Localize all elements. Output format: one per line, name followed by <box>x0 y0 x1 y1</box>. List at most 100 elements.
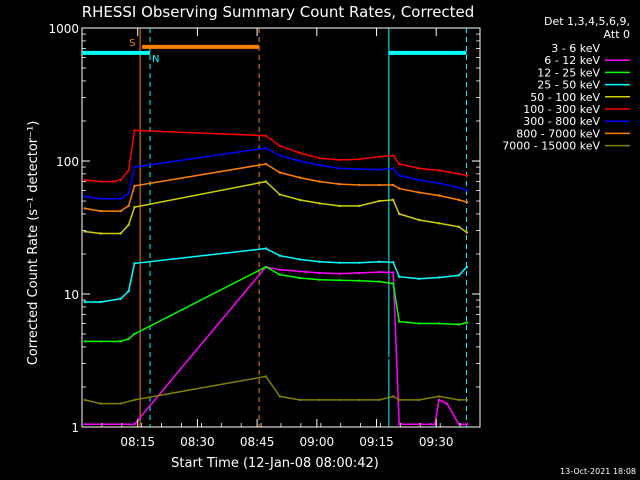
data-point-12-25-kev-6 <box>278 273 281 276</box>
data-point-12-25-kev-11 <box>378 280 381 283</box>
data-point-50-100-kev-14 <box>417 218 421 222</box>
y-axis-label: Corrected Count Rate (s⁻¹ detector⁻¹) <box>26 121 41 366</box>
data-point-6-12-kev-6 <box>338 272 341 275</box>
data-point-25-50-kev-14 <box>417 277 421 280</box>
data-point-7000-15000-kev-7 <box>318 398 321 402</box>
data-point-50-100-kev-7 <box>298 198 301 202</box>
data-point-50-100-kev-4 <box>133 205 136 209</box>
data-point-800-7000-kev-11 <box>378 183 381 187</box>
data-point-800-7000-kev-7 <box>298 176 301 179</box>
series-line-6-12-kev <box>84 266 467 425</box>
data-point-50-100-kev-10 <box>358 204 361 208</box>
data-point-100-300-kev-11 <box>358 158 361 161</box>
data-point-300-800-kev-5 <box>264 146 268 150</box>
series-line-100-300-kev <box>84 129 468 183</box>
series-line-300-800-kev <box>84 147 468 200</box>
x-tick-label-09-15: 09:15 <box>359 435 394 449</box>
data-point-7000-15000-kev-11 <box>392 395 395 398</box>
data-point-12-25-kev-0 <box>83 340 87 343</box>
data-point-25-50-kev-11 <box>378 260 381 263</box>
data-point-7000-15000-kev-9 <box>358 398 361 402</box>
data-point-7000-15000-kev-3 <box>133 398 136 402</box>
y-tick-label-10: 10 <box>64 288 79 302</box>
data-point-12-25-kev-10 <box>358 279 361 282</box>
data-point-25-50-kev-15 <box>437 276 441 279</box>
data-point-50-100-kev-6 <box>278 193 281 196</box>
data-point-100-300-kev-16 <box>437 169 441 172</box>
data-point-100-300-kev-5 <box>133 129 136 132</box>
data-point-6-12-kev-14 <box>437 398 441 402</box>
plot-frame <box>81 27 481 428</box>
data-point-800-7000-kev-2 <box>119 209 122 213</box>
chart-title: RHESSI Observing Summary Count Rates, Co… <box>82 3 475 21</box>
data-point-300-800-kev-15 <box>437 182 441 185</box>
y-axis-ticks: 1000 100 10 1 <box>48 22 480 435</box>
data-point-300-800-kev-1 <box>99 197 102 200</box>
data-point-12-25-kev-14 <box>417 322 421 325</box>
legend-label-50-100-kev: 50 - 100 keV <box>530 91 600 104</box>
legend-label-25-50-kev: 25 - 50 keV <box>537 79 600 92</box>
series-group <box>83 129 469 426</box>
data-point-7000-15000-kev-5 <box>278 395 281 398</box>
legend-label-7000-15000-kev: 7000 - 15000 keV <box>502 140 600 153</box>
data-point-6-12-kev-13 <box>433 423 437 426</box>
data-point-800-7000-kev-16 <box>457 198 461 202</box>
data-point-300-800-kev-13 <box>398 174 401 177</box>
legend-label-100-300-kev: 100 - 300 keV <box>523 103 600 116</box>
data-point-25-50-kev-9 <box>338 261 341 264</box>
data-point-7000-15000-kev-8 <box>338 398 341 402</box>
data-point-100-300-kev-8 <box>298 151 301 155</box>
data-point-800-7000-kev-3 <box>127 204 130 208</box>
data-point-25-50-kev-10 <box>358 261 361 264</box>
data-point-7000-15000-kev-4 <box>264 375 268 378</box>
data-point-300-800-kev-14 <box>417 178 421 182</box>
data-point-300-800-kev-0 <box>83 195 87 198</box>
data-point-25-50-kev-7 <box>298 258 301 261</box>
data-point-12-25-kev-4 <box>133 332 136 336</box>
data-point-6-12-kev-1 <box>133 423 136 426</box>
legend-label-300-800-kev: 300 - 800 keV <box>523 115 600 128</box>
data-point-12-25-kev-2 <box>119 340 122 343</box>
x-tick-label-09-00: 09:00 <box>300 435 335 449</box>
data-point-6-12-kev-8 <box>378 270 381 274</box>
data-point-6-12-kev-0 <box>83 423 87 426</box>
data-point-100-300-kev-13 <box>392 154 395 157</box>
data-point-100-300-kev-3 <box>119 178 122 182</box>
data-point-7000-15000-kev-13 <box>417 398 421 402</box>
data-point-100-300-kev-4 <box>127 169 130 172</box>
data-point-300-800-kev-10 <box>358 167 361 171</box>
data-point-300-800-kev-16 <box>457 186 461 189</box>
data-point-7000-15000-kev-2 <box>119 402 122 405</box>
observing-segments: SN <box>82 38 467 65</box>
data-point-50-100-kev-12 <box>392 198 395 202</box>
data-point-3-6-kev-9 <box>378 362 381 365</box>
data-point-100-300-kev-1 <box>99 180 102 183</box>
x-axis-label: Start Time (12-Jan-08 08:00:42) <box>171 456 379 471</box>
data-point-3-6-kev-3 <box>286 364 289 367</box>
data-point-7000-15000-kev-6 <box>298 398 301 402</box>
data-point-3-6-kev-11 <box>388 356 391 360</box>
data-point-12-25-kev-3 <box>127 337 130 341</box>
legend-label-12-25-kev: 12 - 25 keV <box>537 66 600 79</box>
footer-date: 13-Oct-2021 18:08 <box>560 467 636 476</box>
data-point-6-12-kev-11 <box>417 423 421 426</box>
data-point-7000-15000-kev-15 <box>457 398 461 402</box>
data-point-25-50-kev-0 <box>83 300 87 304</box>
data-point-3-6-kev-4 <box>298 364 301 367</box>
data-point-800-7000-kev-1 <box>99 209 102 213</box>
data-point-25-50-kev-13 <box>398 275 401 278</box>
legend-label-3-6-kev: 3 - 6 keV <box>551 42 600 55</box>
data-point-7000-15000-kev-0 <box>83 398 87 402</box>
data-point-800-7000-kev-14 <box>417 191 421 194</box>
data-point-100-300-kev-15 <box>417 167 421 170</box>
data-point-100-300-kev-9 <box>318 157 321 160</box>
segment-label-n: N <box>152 54 159 65</box>
data-point-100-300-kev-10 <box>338 158 341 162</box>
data-point-7000-15000-kev-10 <box>378 398 381 402</box>
data-point-300-800-kev-6 <box>278 154 281 157</box>
data-point-6-12-kev-5 <box>318 271 321 275</box>
data-point-100-300-kev-2 <box>111 180 114 183</box>
series-line-3-6-kev <box>265 333 394 367</box>
x-tick-label-08-45: 08:45 <box>240 435 275 449</box>
data-point-3-6-kev-5 <box>318 364 321 367</box>
